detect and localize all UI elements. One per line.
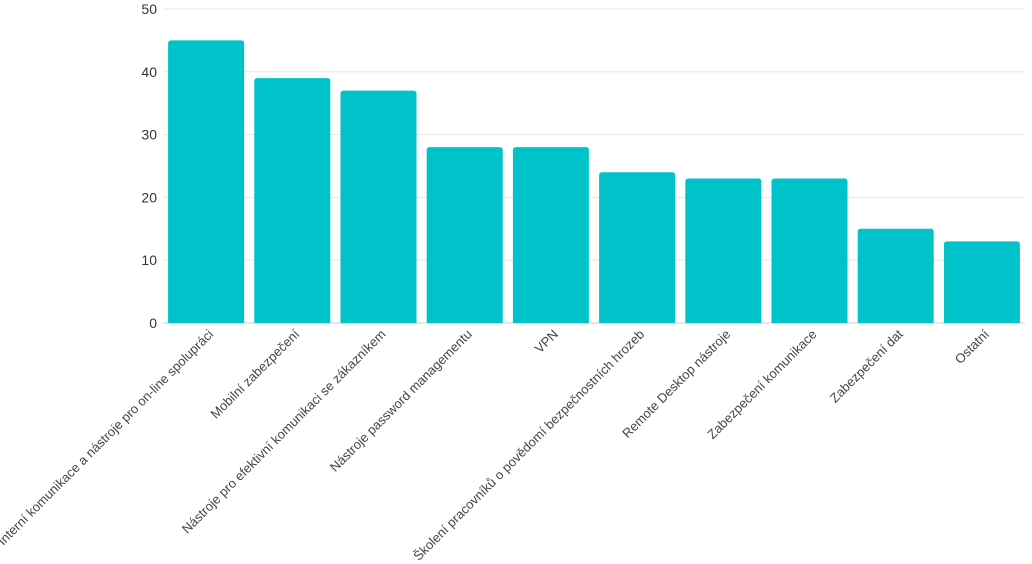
bar[interactable]	[340, 90, 417, 323]
y-tick-label: 20	[141, 189, 157, 205]
bar[interactable]	[685, 178, 762, 323]
bars	[168, 40, 1020, 324]
y-tick-label: 50	[141, 1, 157, 17]
x-category-label: Mobilní zabezpečení	[207, 326, 302, 421]
y-tick-label: 0	[149, 315, 157, 331]
x-category-label: Zabezpečení dat	[827, 326, 906, 405]
bar[interactable]	[426, 147, 503, 323]
bar[interactable]	[943, 241, 1020, 323]
x-category-label: Ostatní	[952, 326, 993, 367]
bar[interactable]	[599, 172, 676, 323]
y-tick-label: 10	[141, 252, 157, 268]
y-tick-label: 40	[141, 64, 157, 80]
x-category-label: Nástroje password managementu	[327, 327, 475, 475]
x-category-label: Interní komunikace a nástroje pro on-lin…	[0, 326, 216, 548]
x-axis: Interní komunikace a nástroje pro on-lin…	[0, 326, 992, 563]
bar[interactable]	[857, 228, 934, 323]
x-category-label: VPN	[532, 327, 562, 357]
y-axis: 0 10 20 30 40 50	[141, 1, 157, 331]
bar[interactable]	[771, 178, 848, 323]
bar[interactable]	[168, 40, 245, 324]
x-category-label: Nástroje pro efektivní komunikaci se zák…	[179, 327, 389, 537]
y-tick-label: 30	[141, 127, 157, 143]
bar[interactable]	[512, 147, 589, 323]
bar[interactable]	[254, 78, 331, 323]
